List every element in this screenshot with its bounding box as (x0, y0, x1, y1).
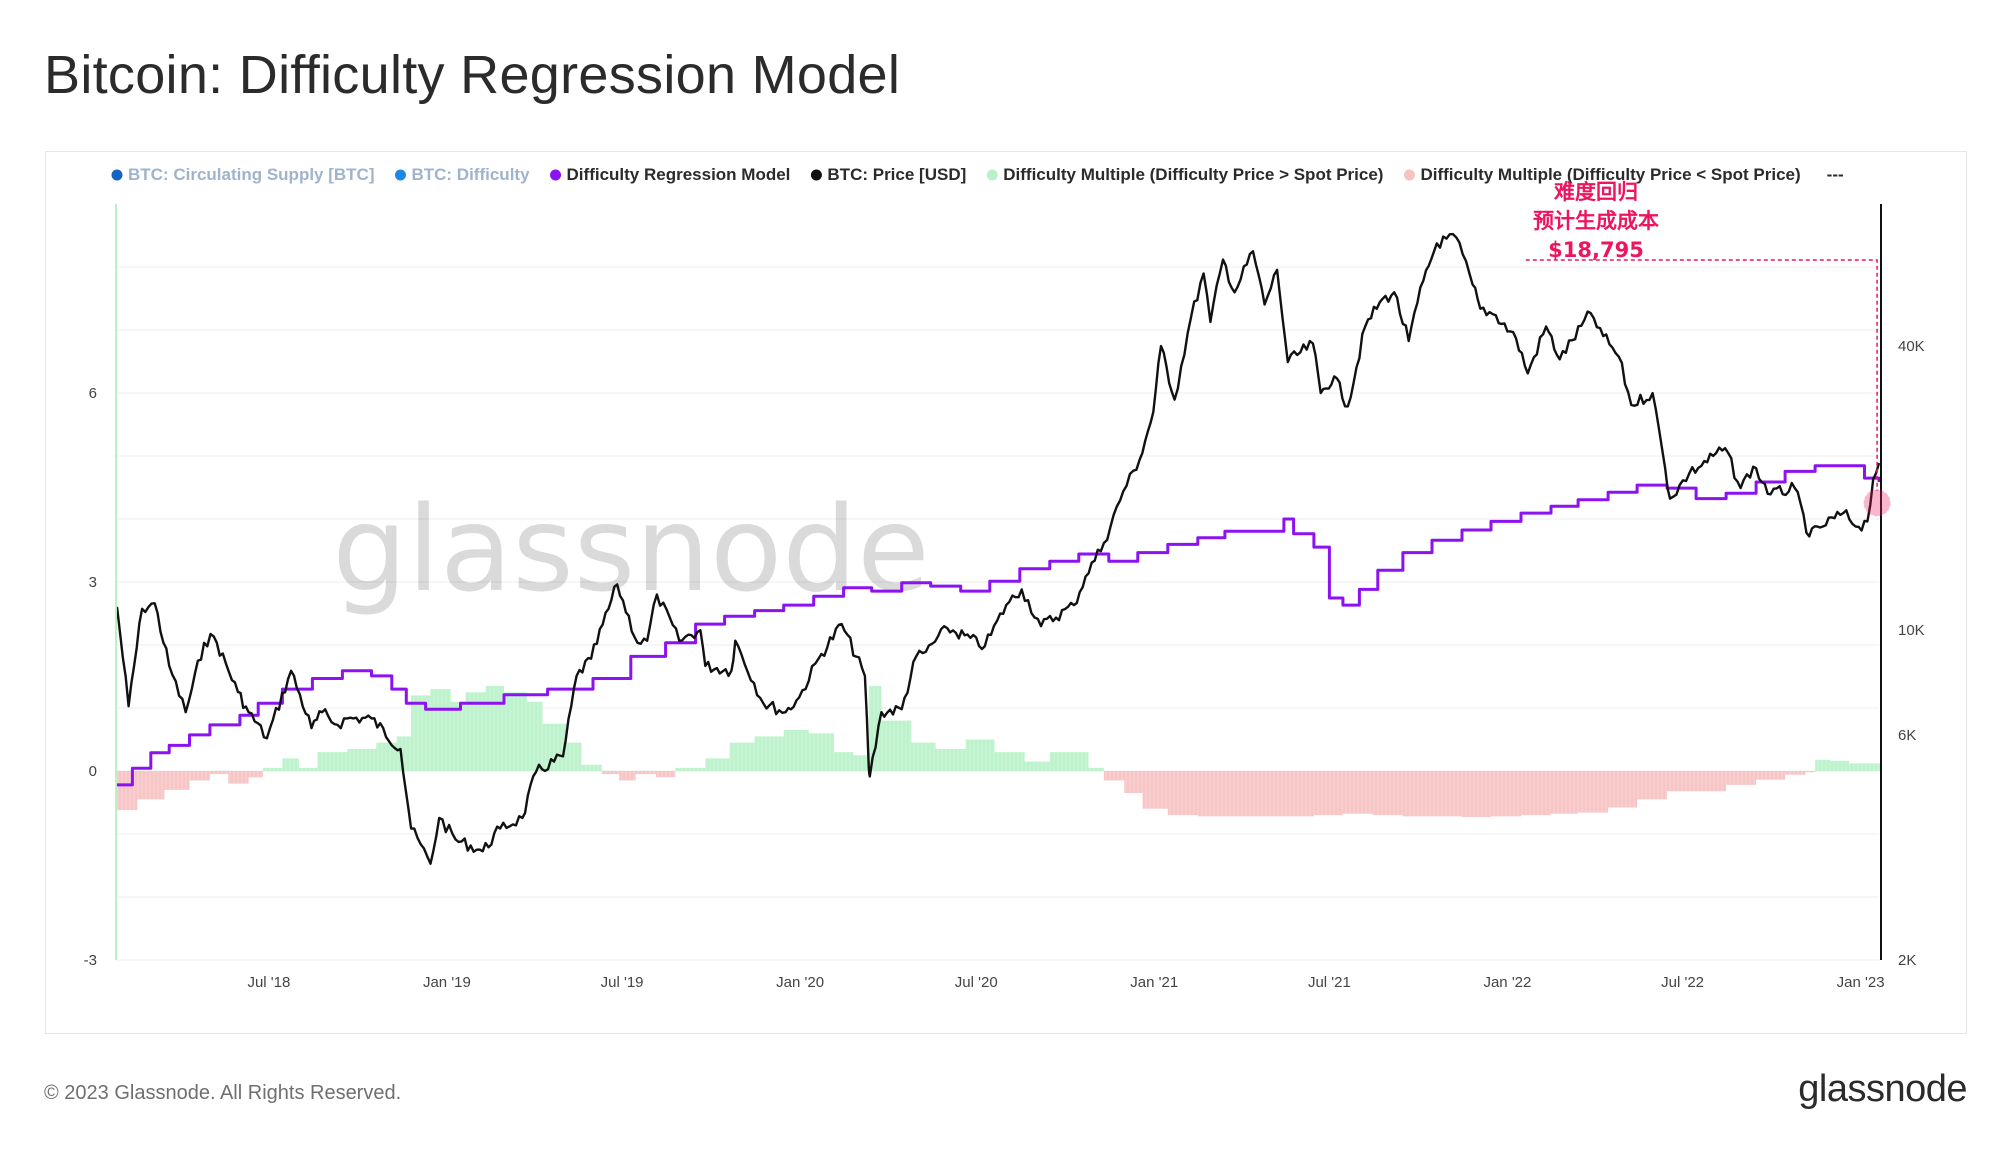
x-tick-label-8: Jul '22 (1661, 974, 1704, 991)
left-tick-label-0: 6 (89, 385, 97, 402)
legend-item-1[interactable]: BTC: Difficulty (394, 165, 530, 184)
annotation-leader-line (1525, 259, 1878, 491)
chart-svg: BTC: Circulating Supply [BTC] BTC: Diffic… (84, 165, 1925, 991)
right-tick-label-3: 2K (1898, 952, 1916, 969)
legend-label-1: BTC: Difficulty (411, 165, 530, 184)
glassnode-logo[interactable]: glassnode (1798, 1068, 1967, 1110)
legend-label-0: BTC: Circulating Supply [BTC] (128, 165, 374, 184)
chart-grid (116, 266, 1879, 961)
legend-swatch-3 (810, 169, 822, 181)
chart-axes: 6 3 0 -3 40K 10K 6K 2K Jul '18 Jan '19 Jul '19 Jan … (84, 204, 1925, 991)
left-tick-label-1: 3 (89, 574, 97, 591)
legend: BTC: Circulating Supply [BTC] BTC: Diffic… (111, 165, 1844, 184)
difficulty-regression-model-series (117, 464, 1881, 787)
x-tick-label-4: Jul '20 (955, 974, 998, 991)
page-title: Bitcoin: Difficulty Regression Model (44, 45, 901, 105)
right-tick-label-2: 6K (1898, 727, 1916, 744)
legend-label-6: --- (1827, 165, 1844, 184)
x-tick-label-7: Jan '22 (1483, 974, 1531, 991)
btc-price-series (115, 232, 1881, 865)
x-tick-label-9: Jan '23 (1837, 974, 1885, 991)
legend-item-3[interactable]: BTC: Price [USD] (810, 165, 966, 184)
annotation-line-2: $18,795 (1548, 238, 1644, 262)
legend-item-5[interactable]: Difficulty Multiple (Difficulty Price < … (1403, 165, 1801, 184)
legend-swatch-2 (550, 169, 562, 181)
annotation-line-1: 预计生成成本 (1533, 209, 1659, 233)
annotation-line-0: 难度回归 (1553, 180, 1638, 204)
legend-label-2: Difficulty Regression Model (567, 165, 791, 184)
difficulty-multiple-above (117, 686, 1882, 771)
x-tick-label-6: Jul '21 (1308, 974, 1351, 991)
x-tick-label-5: Jan '21 (1130, 974, 1178, 991)
x-tick-label-0: Jul '18 (247, 974, 290, 991)
legend-label-3: BTC: Price [USD] (827, 165, 966, 184)
difficulty-multiple-below (117, 771, 1882, 817)
legend-label-5: Difficulty Multiple (Difficulty Price < … (1420, 165, 1800, 184)
x-tick-label-3: Jan '20 (776, 974, 824, 991)
difficulty-regression-model-line (117, 464, 1881, 787)
x-tick-label-2: Jul '19 (601, 974, 644, 991)
legend-swatch-0 (111, 169, 123, 181)
left-tick-label-3: -3 (84, 952, 97, 969)
copyright-notice: © 2023 Glassnode. All Rights Reserved. (44, 1082, 402, 1104)
legend-swatch-1 (394, 169, 406, 181)
annotation-marker (1863, 489, 1891, 517)
legend-swatch-4 (986, 169, 998, 181)
chart-frame: BTC: Circulating Supply [BTC] BTC: Diffic… (45, 151, 1967, 1034)
legend-label-4: Difficulty Multiple (Difficulty Price > … (1003, 165, 1383, 184)
legend-item-6[interactable]: --- (1827, 165, 1844, 184)
left-tick-label-2: 0 (89, 763, 97, 780)
right-tick-label-1: 10K (1898, 622, 1925, 639)
legend-item-0[interactable]: BTC: Circulating Supply [BTC] (111, 165, 375, 184)
x-tick-label-1: Jan '19 (423, 974, 471, 991)
legend-swatch-5 (1403, 169, 1415, 181)
legend-item-4[interactable]: Difficulty Multiple (Difficulty Price > … (986, 165, 1384, 184)
right-tick-label-0: 40K (1898, 338, 1925, 355)
btc-price-line (115, 232, 1881, 865)
legend-item-2[interactable]: Difficulty Regression Model (550, 165, 790, 184)
difficulty-multiple-bars (117, 670, 1882, 841)
